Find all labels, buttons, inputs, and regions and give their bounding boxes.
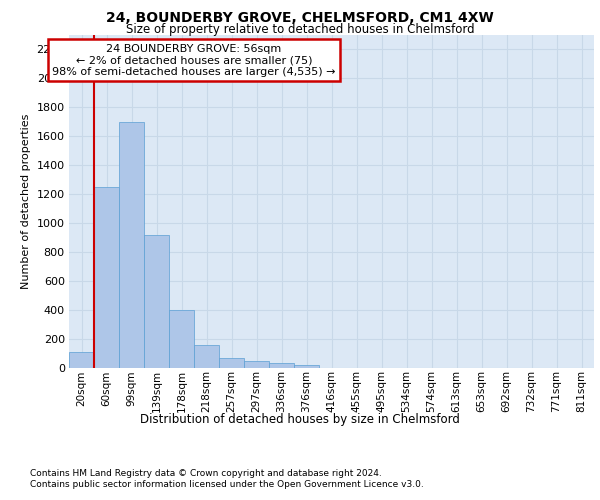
Bar (144, 234, 169, 368)
Text: Size of property relative to detached houses in Chelmsford: Size of property relative to detached ho… (125, 22, 475, 36)
Text: Contains public sector information licensed under the Open Government Licence v3: Contains public sector information licen… (30, 480, 424, 489)
Bar (169, 310, 194, 368)
Text: 24, BOUNDERBY GROVE, CHELMSFORD, CM1 4XW: 24, BOUNDERBY GROVE, CHELMSFORD, CM1 4XW (106, 11, 494, 25)
Bar (294, 364, 319, 368)
Bar (194, 345, 219, 368)
Bar (269, 363, 294, 368)
Text: Distribution of detached houses by size in Chelmsford: Distribution of detached houses by size … (140, 412, 460, 426)
Bar (219, 358, 244, 368)
Y-axis label: Number of detached properties: Number of detached properties (21, 114, 31, 289)
Bar (244, 361, 269, 368)
Text: 24 BOUNDERBY GROVE: 56sqm
← 2% of detached houses are smaller (75)
98% of semi-d: 24 BOUNDERBY GROVE: 56sqm ← 2% of detach… (52, 44, 336, 77)
Bar (69, 352, 94, 368)
Bar (94, 187, 119, 368)
Text: Contains HM Land Registry data © Crown copyright and database right 2024.: Contains HM Land Registry data © Crown c… (30, 469, 382, 478)
Bar (119, 122, 144, 368)
